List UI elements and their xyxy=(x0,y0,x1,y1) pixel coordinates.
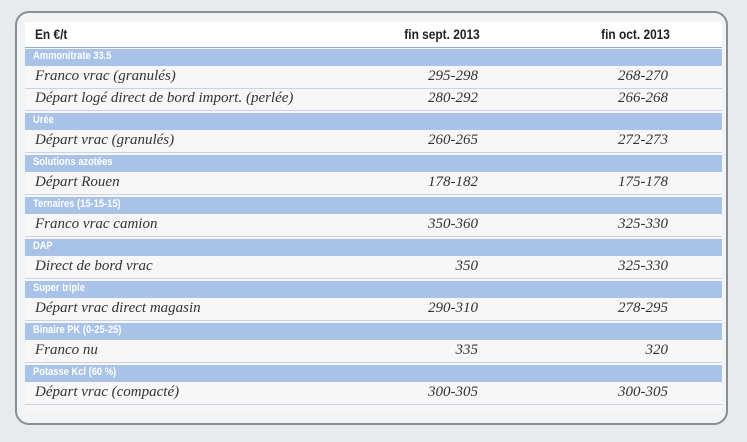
row-label: Départ vrac (compacté) xyxy=(35,384,180,400)
section-header: Super triple xyxy=(25,281,722,298)
row-label: Départ Rouen xyxy=(35,174,120,190)
price-oct: 272-273 xyxy=(618,132,668,148)
price-sept: 260-265 xyxy=(428,132,478,148)
table-row: Départ vrac (compacté) 300-305 300-305 xyxy=(25,383,722,405)
header-cell: fin oct. 2013 xyxy=(601,26,670,42)
table-row: Franco vrac camion 350-360 325-330 xyxy=(25,215,722,237)
price-oct: 278-295 xyxy=(618,300,668,316)
header-cell: En €/t xyxy=(35,26,68,42)
section-header: Binaire PK (0-25-25) xyxy=(25,323,722,340)
table-row: Franco vrac (granulés) 295-298 268-270 xyxy=(25,67,722,89)
table-row: Départ logé direct de bord import. (perl… xyxy=(25,89,722,111)
price-table: En €/t fin sept. 2013 fin oct. 2013 Ammonit… xyxy=(25,22,722,412)
row-label: Franco vrac (granulés) xyxy=(35,68,176,84)
price-sept: 295-298 xyxy=(428,68,478,84)
row-label: Départ vrac (granulés) xyxy=(35,132,175,148)
row-label: Direct de bord vrac xyxy=(35,258,153,274)
price-oct: 320 xyxy=(645,342,669,358)
price-sept: 280-292 xyxy=(428,90,478,106)
price-sept: 350 xyxy=(455,258,479,274)
section-title: Binaire PK (0-25-25) xyxy=(33,324,122,336)
section-title: Ternaires (15-15-15) xyxy=(33,198,121,210)
section-title: Solutions azotées xyxy=(33,156,113,168)
section-title: Super triple xyxy=(33,282,85,294)
price-oct: 175-178 xyxy=(618,174,668,190)
price-oct: 268-270 xyxy=(618,68,668,84)
table-row: Franco nu 335 320 xyxy=(25,341,722,363)
price-sept: 290-310 xyxy=(428,300,478,316)
price-sept: 335 xyxy=(455,342,479,358)
section-header: Ammonitrate 33.5 xyxy=(25,49,722,66)
header-row: En €/t fin sept. 2013 fin oct. 2013 xyxy=(25,22,722,48)
price-oct: 325-330 xyxy=(618,216,668,232)
table-row: Départ vrac (granulés) 260-265 272-273 xyxy=(25,131,722,153)
section-header: DAP xyxy=(25,239,722,256)
header-cell: fin sept. 2013 xyxy=(404,26,480,42)
table-row: Départ vrac direct magasin 290-310 278-295 xyxy=(25,299,722,321)
price-sept: 178-182 xyxy=(428,174,478,190)
row-label: Franco vrac camion xyxy=(35,216,158,232)
section-header: Potasse Kcl (60 %) xyxy=(25,365,722,382)
section-header: Urée xyxy=(25,113,722,130)
section-title: Urée xyxy=(33,114,54,126)
table-row: Direct de bord vrac 350 325-330 xyxy=(25,257,722,279)
section-header: Ternaires (15-15-15) xyxy=(25,197,722,214)
row-label: Franco nu xyxy=(35,342,98,358)
row-label: Départ logé direct de bord import. (perl… xyxy=(35,90,294,106)
price-sept: 300-305 xyxy=(428,384,478,400)
section-title: DAP xyxy=(33,240,53,252)
section-header: Solutions azotées xyxy=(25,155,722,172)
section-title: Ammonitrate 33.5 xyxy=(33,50,112,62)
price-oct: 325-330 xyxy=(618,258,668,274)
section-title: Potasse Kcl (60 %) xyxy=(33,366,117,378)
price-sept: 350-360 xyxy=(428,216,478,232)
table-row: Départ Rouen 178-182 175-178 xyxy=(25,173,722,195)
price-oct: 300-305 xyxy=(618,384,668,400)
price-oct: 266-268 xyxy=(618,90,668,106)
row-label: Départ vrac direct magasin xyxy=(35,300,201,316)
